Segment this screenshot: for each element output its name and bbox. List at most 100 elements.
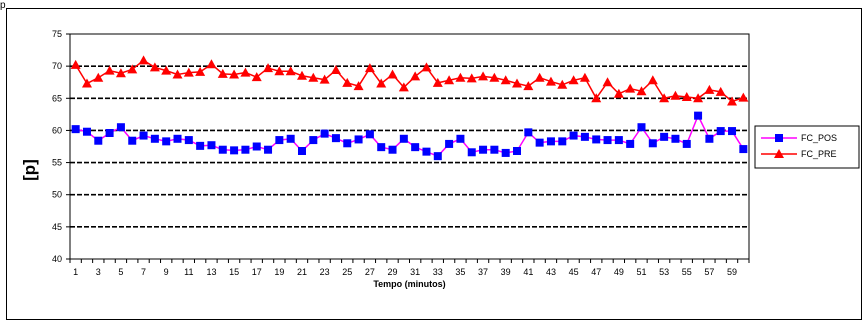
data-point-fc-pos xyxy=(626,139,635,148)
data-point-fc-pre xyxy=(738,92,749,102)
data-point-fc-pos xyxy=(524,128,533,137)
data-point-fc-pos xyxy=(286,134,295,143)
data-point-fc-pos xyxy=(297,147,306,155)
data-point-fc-pos xyxy=(716,127,725,136)
x-tick-label: 47 xyxy=(591,267,601,277)
data-point-fc-pre xyxy=(670,90,681,100)
data-point-fc-pre xyxy=(104,65,115,75)
x-tick-label: 3 xyxy=(96,267,101,277)
data-point-fc-pos xyxy=(592,135,601,144)
data-point-fc-pos xyxy=(343,139,352,148)
top-mark: p xyxy=(0,0,6,11)
data-point-fc-pre xyxy=(704,84,715,94)
data-point-fc-pre xyxy=(659,93,670,103)
data-point-fc-pre xyxy=(217,68,228,78)
data-point-fc-pre xyxy=(557,79,568,89)
data-point-fc-pos xyxy=(569,131,578,140)
data-point-fc-pos xyxy=(546,137,555,146)
data-point-fc-pos xyxy=(196,141,205,150)
data-point-fc-pre xyxy=(364,63,375,73)
x-tick-label: 25 xyxy=(342,267,352,277)
x-tick-label: 45 xyxy=(569,267,579,277)
data-point-fc-pre xyxy=(172,69,183,79)
data-point-fc-pos xyxy=(309,136,318,145)
data-point-fc-pos xyxy=(388,145,397,154)
y-axis-title: [p] xyxy=(20,159,39,181)
data-point-fc-pos xyxy=(116,123,125,132)
legend-label-fc-pos: FC_POS xyxy=(801,133,837,143)
chart-frame: 40 45 50 55 60 65 70 75 1 3 5 7 9 11 13 15 17 19 21 23 25 27… xyxy=(6,8,862,320)
data-point-fc-pre xyxy=(432,77,443,87)
x-tick-label: 17 xyxy=(252,267,262,277)
data-point-fc-pos xyxy=(218,145,227,154)
x-tick-label: 9 xyxy=(164,267,169,277)
data-point-fc-pre xyxy=(727,96,738,106)
legend-marker-fc-pos xyxy=(775,134,783,142)
y-tick-label: 55 xyxy=(52,158,62,168)
legend-box xyxy=(754,125,860,169)
data-point-fc-pre xyxy=(376,78,387,88)
x-tick-label: 5 xyxy=(118,267,123,277)
data-point-fc-pre xyxy=(591,93,602,103)
data-point-fc-pos xyxy=(162,137,171,146)
data-point-fc-pos xyxy=(603,136,612,145)
x-tick-label: 39 xyxy=(501,267,511,277)
x-tick-labels: 1 3 5 7 9 11 13 15 17 19 21 23 25 27 29 31 33 35 37 39 41 43 4… xyxy=(73,267,737,277)
data-point-fc-pre xyxy=(625,83,636,93)
data-point-fc-pos xyxy=(377,143,386,152)
y-tick-label: 40 xyxy=(52,254,62,264)
data-point-fc-pos xyxy=(637,123,646,132)
x-tick-label: 57 xyxy=(704,267,714,277)
data-point-fc-pos xyxy=(264,145,273,154)
data-point-fc-pos xyxy=(739,145,748,154)
data-point-fc-pos xyxy=(320,129,329,138)
data-point-fc-pre xyxy=(500,75,511,85)
data-point-fc-pos xyxy=(207,141,216,150)
data-point-fc-pos xyxy=(365,130,374,139)
series-layer xyxy=(70,55,749,161)
data-point-fc-pre xyxy=(681,92,692,101)
data-point-fc-pre xyxy=(523,81,534,91)
data-point-fc-pos xyxy=(82,127,91,136)
data-point-fc-pre xyxy=(342,77,353,87)
x-tick-label: 59 xyxy=(727,267,737,277)
data-point-fc-pos xyxy=(71,125,80,134)
data-point-fc-pos xyxy=(275,136,284,145)
data-point-fc-pre xyxy=(421,62,432,72)
data-point-fc-pre xyxy=(534,72,545,82)
legend: FC_POS FC_PRE xyxy=(754,125,860,169)
data-point-fc-pre xyxy=(489,72,500,82)
data-point-fc-pos xyxy=(535,138,544,147)
data-point-fc-pos xyxy=(479,145,488,154)
data-point-fc-pre xyxy=(138,55,149,65)
plot-border xyxy=(69,33,750,260)
y-tick-label: 50 xyxy=(52,190,62,200)
data-point-fc-pos xyxy=(105,129,114,137)
x-tick-label: 49 xyxy=(614,267,624,277)
data-point-fc-pre xyxy=(263,63,274,73)
data-point-fc-pre xyxy=(229,69,240,79)
data-point-fc-pos xyxy=(411,143,420,152)
data-point-fc-pos xyxy=(648,139,657,148)
data-point-fc-pre xyxy=(398,82,409,92)
data-point-fc-pre xyxy=(251,72,262,82)
data-point-fc-pre xyxy=(410,71,421,81)
grid-lines xyxy=(66,33,750,263)
x-tick-label: 23 xyxy=(320,267,330,277)
data-point-fc-pre xyxy=(512,78,523,88)
data-point-fc-pre xyxy=(195,66,206,76)
data-point-fc-pos xyxy=(354,135,363,144)
data-point-fc-pre xyxy=(387,69,398,79)
data-point-fc-pre xyxy=(70,59,81,69)
data-point-fc-pos xyxy=(445,139,454,148)
data-point-fc-pre xyxy=(715,86,726,96)
x-tick-label: 13 xyxy=(206,267,216,277)
data-point-fc-pre xyxy=(455,72,466,82)
x-tick-label: 21 xyxy=(297,267,307,277)
data-point-fc-pos xyxy=(728,127,737,136)
x-tick-label: 35 xyxy=(455,267,465,277)
data-point-fc-pos xyxy=(682,139,691,148)
x-axis-title: Tempo (minutos) xyxy=(373,279,445,289)
data-point-fc-pos xyxy=(184,136,193,145)
y-tick-labels: 40 45 50 55 60 65 70 75 xyxy=(52,29,62,264)
